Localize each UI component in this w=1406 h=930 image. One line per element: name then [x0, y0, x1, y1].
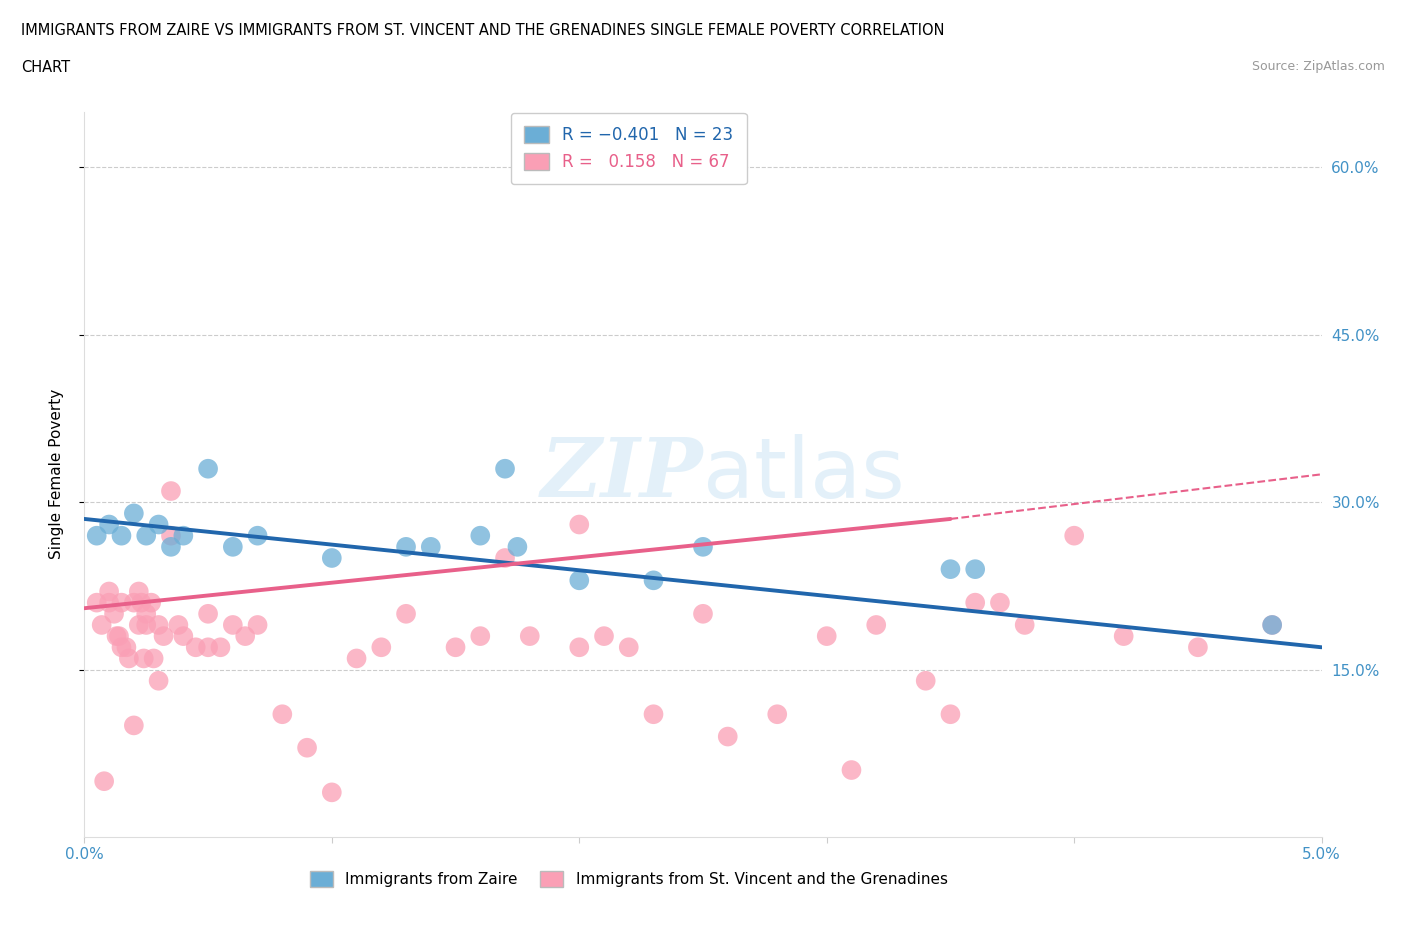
Point	[617, 640, 640, 655]
Point	[129, 595, 152, 610]
Point	[395, 606, 418, 621]
Point	[1261, 618, 1284, 632]
Point	[142, 651, 165, 666]
Point	[643, 573, 665, 588]
Point	[1014, 618, 1036, 632]
Point	[184, 640, 207, 655]
Point	[593, 629, 616, 644]
Point	[370, 640, 392, 655]
Point	[122, 506, 145, 521]
Y-axis label: Single Female Poverty: Single Female Poverty	[49, 389, 63, 560]
Point	[197, 606, 219, 621]
Point	[494, 461, 516, 476]
Point	[246, 618, 269, 632]
Text: ZIP: ZIP	[540, 434, 703, 514]
Point	[141, 595, 163, 610]
Point	[395, 539, 418, 554]
Point	[692, 606, 714, 621]
Point	[1063, 528, 1085, 543]
Point	[90, 618, 112, 632]
Point	[568, 517, 591, 532]
Point	[128, 584, 150, 599]
Point	[568, 640, 591, 655]
Point	[86, 528, 108, 543]
Point	[122, 595, 145, 610]
Point	[965, 562, 987, 577]
Point	[1187, 640, 1209, 655]
Point	[128, 618, 150, 632]
Text: IMMIGRANTS FROM ZAIRE VS IMMIGRANTS FROM ST. VINCENT AND THE GRENADINES SINGLE F: IMMIGRANTS FROM ZAIRE VS IMMIGRANTS FROM…	[21, 23, 945, 38]
Point	[470, 629, 492, 644]
Point	[841, 763, 863, 777]
Point	[506, 539, 529, 554]
Point	[222, 539, 245, 554]
Point	[148, 517, 170, 532]
Point	[148, 673, 170, 688]
Point	[233, 629, 256, 644]
Point	[118, 651, 141, 666]
Point	[122, 718, 145, 733]
Text: CHART: CHART	[21, 60, 70, 75]
Point	[105, 629, 128, 644]
Point	[766, 707, 789, 722]
Point	[172, 629, 194, 644]
Point	[172, 528, 194, 543]
Point	[132, 651, 155, 666]
Point	[246, 528, 269, 543]
Point	[103, 606, 125, 621]
Point	[939, 707, 962, 722]
Point	[444, 640, 467, 655]
Point	[98, 584, 121, 599]
Point	[160, 528, 183, 543]
Point	[135, 606, 157, 621]
Point	[135, 618, 157, 632]
Point	[110, 640, 132, 655]
Point	[519, 629, 541, 644]
Point	[98, 595, 121, 610]
Point	[98, 517, 121, 532]
Point	[197, 640, 219, 655]
Point	[222, 618, 245, 632]
Point	[815, 629, 838, 644]
Point	[494, 551, 516, 565]
Point	[209, 640, 232, 655]
Point	[419, 539, 441, 554]
Point	[692, 539, 714, 554]
Point	[321, 785, 343, 800]
Point	[568, 573, 591, 588]
Point	[717, 729, 740, 744]
Legend: Immigrants from Zaire, Immigrants from St. Vincent and the Grenadines: Immigrants from Zaire, Immigrants from S…	[302, 863, 955, 895]
Point	[110, 595, 132, 610]
Text: atlas: atlas	[703, 433, 904, 515]
Text: Source: ZipAtlas.com: Source: ZipAtlas.com	[1251, 60, 1385, 73]
Point	[865, 618, 887, 632]
Point	[965, 595, 987, 610]
Point	[1261, 618, 1284, 632]
Point	[1112, 629, 1135, 644]
Point	[135, 528, 157, 543]
Point	[152, 629, 174, 644]
Point	[914, 673, 936, 688]
Point	[160, 484, 183, 498]
Point	[346, 651, 368, 666]
Point	[148, 618, 170, 632]
Point	[93, 774, 115, 789]
Point	[470, 528, 492, 543]
Point	[115, 640, 138, 655]
Point	[160, 539, 183, 554]
Point	[988, 595, 1011, 610]
Point	[643, 707, 665, 722]
Point	[197, 461, 219, 476]
Point	[167, 618, 190, 632]
Point	[939, 562, 962, 577]
Point	[86, 595, 108, 610]
Point	[271, 707, 294, 722]
Point	[110, 528, 132, 543]
Point	[108, 629, 131, 644]
Point	[321, 551, 343, 565]
Point	[295, 740, 318, 755]
